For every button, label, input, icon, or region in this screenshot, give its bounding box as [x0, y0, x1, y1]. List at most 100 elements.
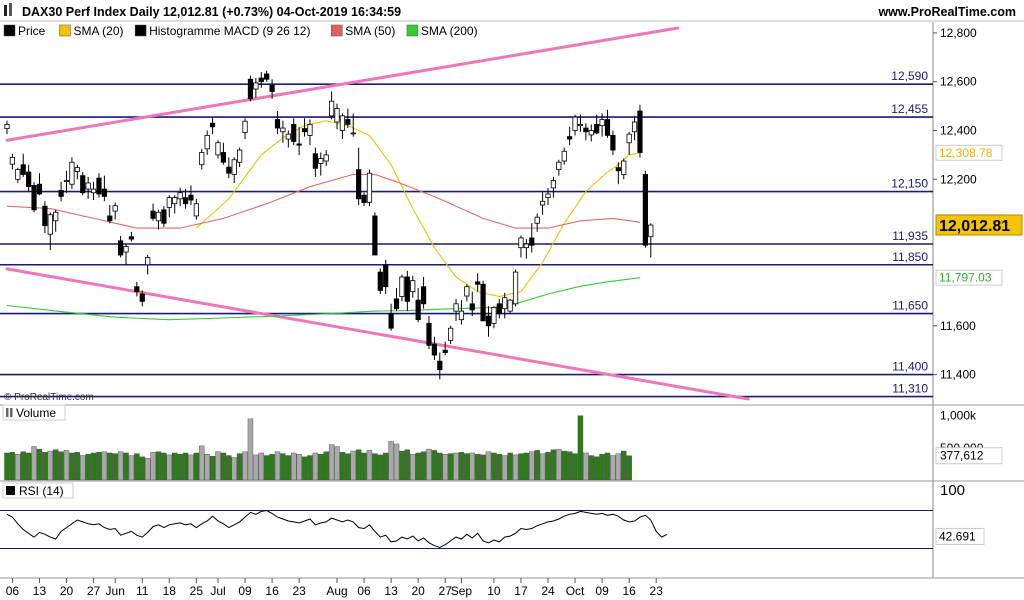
value-badge-label: 12,012.81	[939, 218, 1010, 235]
chart-title: DAX30 Perf Index Daily 12,012.81 (+0.73%…	[22, 5, 401, 19]
volume-bar	[507, 452, 513, 481]
volume-bar	[599, 454, 605, 481]
price-tick-label: 12,200	[940, 172, 977, 186]
volume-bar	[621, 450, 627, 481]
level-label: 11,935	[892, 229, 928, 243]
x-tick-label: Sep	[451, 584, 473, 598]
candle-body	[323, 154, 329, 162]
volume-bar	[242, 451, 248, 481]
volume-bar	[437, 452, 443, 481]
volume-bar	[215, 451, 221, 481]
candle-body	[96, 177, 102, 195]
candle-body	[388, 313, 394, 329]
candle-body	[469, 303, 475, 311]
volume-label-box	[2, 404, 66, 421]
candle-body	[610, 134, 616, 151]
candle-body	[193, 203, 199, 217]
candle-body	[15, 169, 21, 180]
x-tick-label: 23	[650, 584, 664, 598]
volume-bar	[280, 453, 286, 481]
volume-bar	[107, 452, 113, 481]
candle-body	[631, 121, 638, 133]
candle-body	[166, 197, 172, 208]
candle-body	[69, 161, 75, 185]
candle-body	[458, 310, 465, 321]
volume-bar	[383, 452, 389, 481]
candle-body	[529, 237, 535, 246]
candle-body	[128, 236, 135, 240]
volume-bar	[474, 454, 481, 481]
rsi-line	[6, 509, 668, 549]
candle-body	[567, 136, 573, 140]
candle-body	[507, 299, 513, 312]
candle-body	[496, 303, 502, 314]
candle-body	[145, 257, 151, 266]
candle-body	[26, 171, 32, 188]
x-tick-label: 27	[439, 584, 453, 598]
candle-body	[118, 240, 124, 256]
candle-body	[237, 149, 243, 163]
volume-bar	[550, 449, 557, 481]
volume-bar	[583, 452, 589, 481]
candle-body	[426, 322, 432, 346]
volume-bar	[155, 451, 162, 481]
candle-body	[626, 133, 632, 144]
volume-bar	[323, 451, 329, 481]
candle-body	[226, 166, 232, 174]
x-tick-label: 24	[541, 584, 555, 598]
volume-bar	[226, 455, 232, 481]
candle-body	[577, 124, 584, 127]
x-tick-label: 16	[265, 584, 279, 598]
candle-body	[621, 160, 627, 175]
candle-body	[107, 215, 113, 222]
trendline-upper	[5, 26, 680, 142]
x-tick-label: Jul	[210, 584, 225, 598]
volume-axis: 1,000k500,000377,612	[935, 409, 1003, 465]
candle-body	[63, 180, 70, 182]
volume-bar	[523, 452, 530, 481]
candle-body	[172, 197, 178, 205]
rsi-badge	[935, 527, 985, 545]
volume-bar	[42, 452, 48, 481]
candle-body	[58, 189, 64, 197]
volume-bar	[161, 452, 167, 481]
volume-bar	[566, 451, 573, 481]
volume-bar	[80, 455, 86, 481]
volume-bar	[366, 450, 373, 481]
candle-body	[366, 172, 373, 203]
x-tick-label: 20	[60, 584, 74, 598]
candle-body	[177, 192, 183, 200]
volume-bar	[150, 452, 156, 481]
candle-body	[90, 188, 97, 194]
candle-body	[523, 243, 529, 249]
x-tick-label: 20	[411, 584, 425, 598]
candle-body	[420, 286, 427, 305]
volume-bar	[4, 452, 10, 481]
candle-body	[139, 293, 145, 302]
candle-body	[285, 133, 291, 140]
volume-bar	[117, 451, 124, 481]
candle-body	[215, 142, 221, 156]
x-tick-label: 16	[622, 584, 636, 598]
volume-bar	[404, 449, 411, 481]
candle-body	[112, 205, 118, 212]
legend-swatch	[59, 24, 71, 37]
candle-body	[296, 143, 302, 146]
volume-bar	[25, 452, 32, 481]
volume-bars	[4, 415, 632, 481]
volume-bar	[47, 450, 53, 481]
legend-swatch	[406, 24, 419, 37]
volume-bar	[258, 452, 264, 481]
legend-label: Histogramme MACD (9 26 12)	[149, 24, 310, 38]
candle-body	[328, 100, 335, 117]
candle-body	[550, 180, 557, 189]
site-url[interactable]: www.ProRealTime.com	[877, 5, 1016, 19]
volume-bar	[312, 452, 319, 481]
price-tick-label: 11,600	[940, 319, 976, 333]
volume-bar	[372, 453, 378, 481]
candle-body	[539, 200, 546, 206]
volume-tick-label: 1,000k	[940, 409, 977, 423]
legend-label: SMA (200)	[421, 24, 478, 38]
candle-body	[588, 130, 594, 136]
value-badge-label: 12,308.78	[939, 146, 993, 160]
